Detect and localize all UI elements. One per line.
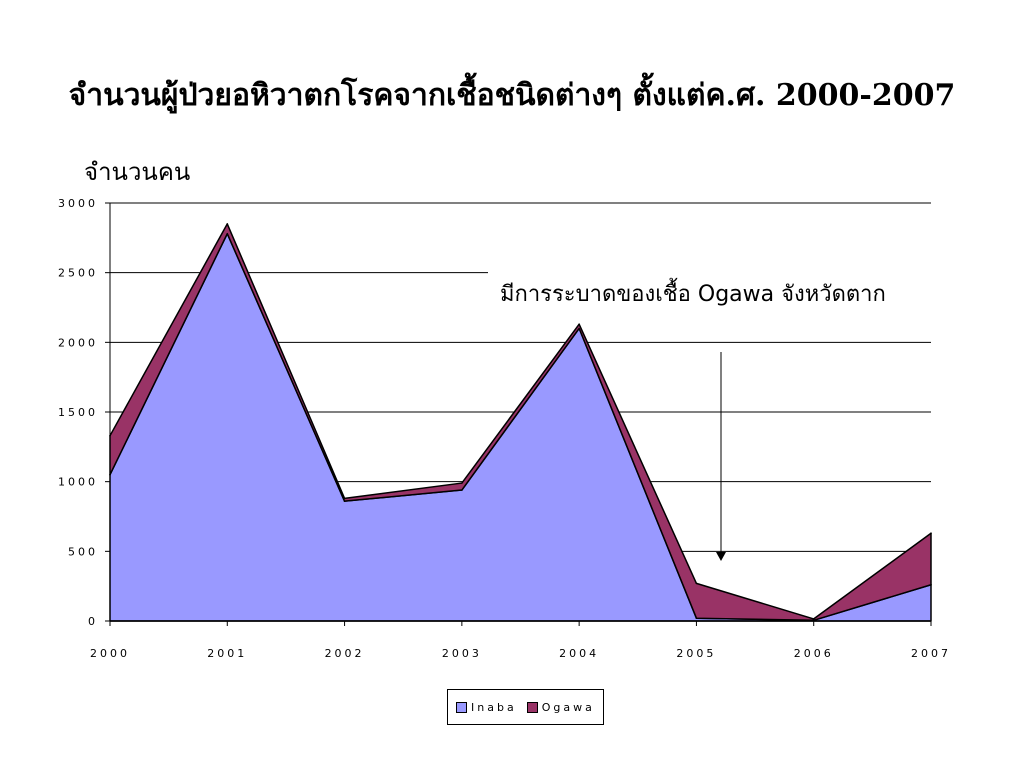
x-tick-label-2004: 2004 (559, 647, 599, 660)
point-ogawa-2007 (930, 532, 932, 535)
point-ogawa-2002 (343, 497, 346, 500)
point-ogawa-2004 (578, 323, 580, 326)
x-tick-label-2001: 2001 (207, 647, 247, 660)
y-tick-label-2500: 2500 (58, 267, 98, 280)
area-ogawa (109, 223, 932, 622)
chart-title: จำนวนผู้ป่วยอหิวาตกโรคจากเชื้อชนิดต่างๆ … (68, 78, 956, 113)
annotation-background (488, 264, 980, 314)
legend: Inaba Ogawa (447, 689, 604, 725)
y-tick-label-3000: 3000 (58, 197, 98, 210)
point-ogawa-2006 (812, 618, 815, 620)
y-tick-labels: 0 500 1000 1500 2000 2500 3000 (58, 197, 98, 628)
x-tick-label-2002: 2002 (325, 647, 365, 660)
x-tick-label-2005: 2005 (676, 647, 716, 660)
x-tick-label-2000: 2000 (90, 647, 130, 660)
y-tick-label-500: 500 (68, 545, 98, 558)
legend-swatch-ogawa (526, 701, 538, 713)
legend-item-inaba: Inaba (456, 701, 517, 714)
legend-item-ogawa: Ogawa (526, 700, 595, 714)
point-ogawa-2005 (695, 582, 698, 585)
x-tick-label-2003: 2003 (442, 647, 482, 660)
point-ogawa-2003 (461, 482, 463, 484)
annotation-text: มีการระบาดของเชื้อ Ogawa จังหวัดตาก (500, 278, 886, 307)
y-tick-label-1000: 1000 (58, 476, 98, 489)
x-tick-label-2006: 2006 (794, 647, 834, 660)
point-ogawa-2001 (226, 223, 229, 225)
x-tick-label-2007: 2007 (911, 647, 951, 660)
x-tick-labels: 2000 2001 2002 2003 2004 2005 2006 2007 (90, 647, 951, 660)
axes (105, 202, 932, 626)
y-tick-label-0: 0 (88, 615, 98, 628)
legend-label-inaba: Inaba (471, 700, 517, 714)
annotation-arrow-head (716, 552, 726, 561)
legend-label-ogawa: Ogawa (541, 700, 595, 714)
annotation: มีการระบาดของเชื้อ Ogawa จังหวัดตาก (488, 264, 980, 561)
y-axis-title: จำนวนคน (84, 158, 190, 186)
legend-swatch-inaba (456, 701, 467, 713)
y-tick-label-1500: 1500 (58, 406, 98, 419)
y-tick-label-2000: 2000 (58, 336, 98, 349)
